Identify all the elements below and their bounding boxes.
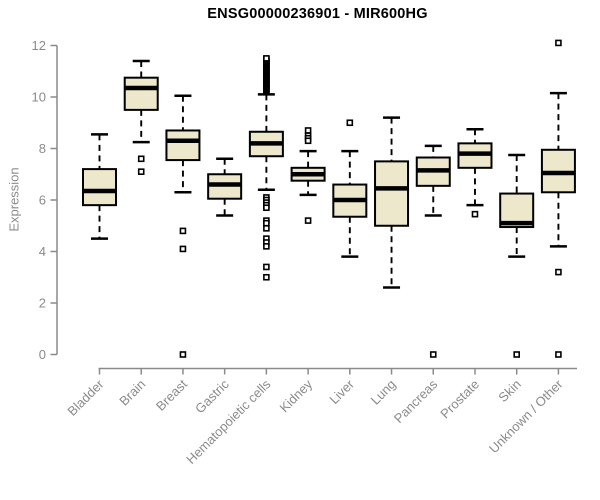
- outlier-point: [263, 55, 270, 62]
- boxplot-liver: [332, 119, 368, 258]
- y-tick-label: 8: [39, 141, 46, 156]
- outlier-point: [263, 219, 270, 227]
- boxplot-prostate: [457, 127, 493, 218]
- y-tick-label: 6: [39, 193, 46, 208]
- x-tick-label: Liver: [326, 376, 357, 407]
- outlier-point: [471, 210, 479, 218]
- x-tick-label: Pancreas: [391, 376, 441, 426]
- iqr-box: [123, 76, 159, 111]
- outlier-point: [346, 119, 354, 127]
- outlier-point: [179, 227, 187, 235]
- boxplot-pancreas: [415, 144, 451, 358]
- boxplot-skin: [499, 153, 535, 358]
- outlier-point: [513, 351, 521, 358]
- outlier-point: [263, 204, 270, 212]
- outlier-point: [555, 39, 562, 47]
- iqr-box: [374, 160, 410, 227]
- chart-title: ENSG00000236901 - MIR600HG: [207, 6, 428, 22]
- x-tick-label: Bladder: [64, 376, 107, 419]
- y-tick-label: 10: [32, 90, 46, 105]
- boxplot-breast: [165, 94, 201, 358]
- outlier-point: [555, 351, 562, 358]
- outlier-point: [179, 351, 187, 358]
- x-tick-label: Skin: [495, 377, 523, 405]
- iqr-box: [165, 129, 201, 162]
- outlier-point: [263, 243, 270, 250]
- outlier-point: [429, 351, 437, 358]
- boxplot-brain: [123, 59, 159, 175]
- y-tick-label: 0: [39, 347, 46, 362]
- boxplot-gastric: [207, 157, 243, 217]
- outlier-point: [304, 137, 312, 145]
- outlier-point: [555, 268, 562, 276]
- outlier-point: [263, 225, 270, 232]
- outlier-point: [263, 273, 270, 281]
- outlier-point: [179, 245, 187, 253]
- x-tick-label: Unknown / Other: [486, 376, 566, 456]
- boxplot-kidney: [290, 127, 326, 224]
- boxplot-hematopoietic-cells: [248, 55, 284, 281]
- x-tick-label: Gastric: [192, 376, 232, 416]
- boxplot-lung: [374, 116, 410, 289]
- outlier-point: [137, 168, 145, 175]
- iqr-box: [82, 168, 117, 207]
- boxplot-bladder: [82, 133, 117, 240]
- outlier-point: [304, 217, 312, 224]
- y-tick-label: 4: [39, 244, 46, 259]
- x-tick-label: Lung: [368, 377, 399, 408]
- y-tick-label: 2: [39, 296, 46, 311]
- x-tick-label: Prostate: [437, 377, 482, 422]
- x-tick-label: Kidney: [277, 376, 316, 415]
- x-tick-label: Brain: [116, 377, 148, 409]
- outlier-point: [304, 127, 312, 134]
- x-tick-label: Breast: [153, 376, 190, 413]
- y-axis: 0 2 4 6 8 10 12: [32, 38, 58, 362]
- outlier-point: [137, 155, 145, 163]
- boxplot-unknown-other: [540, 39, 576, 358]
- outlier-point: [263, 263, 270, 271]
- y-tick-label: 12: [32, 38, 46, 53]
